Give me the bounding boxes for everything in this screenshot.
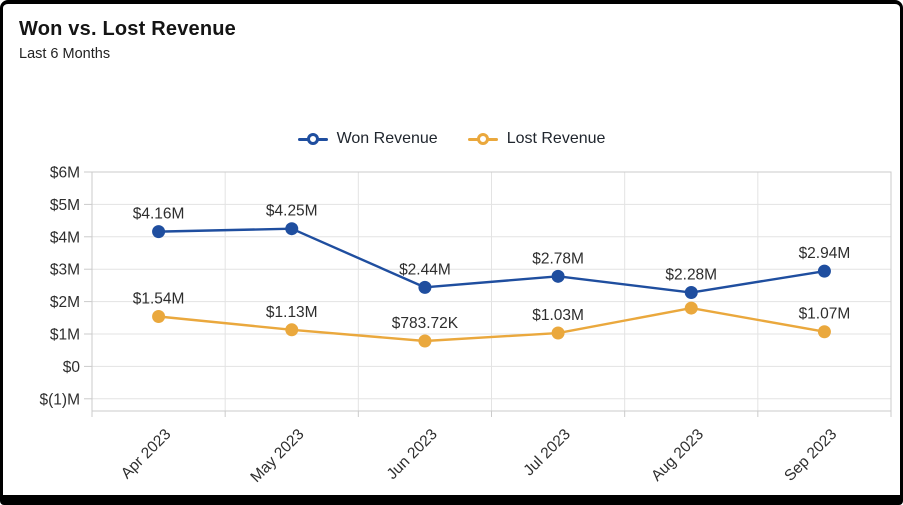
legend-label-lost: Lost Revenue [506,130,606,147]
x-axis-label: Jul 2023 [520,426,573,479]
data-point[interactable] [551,326,565,340]
y-axis-label: $6M [50,165,80,182]
legend-label-won: Won Revenue [336,130,438,147]
y-axis-label: $3M [50,262,80,279]
data-point-label: $1.07M [799,306,851,323]
data-point[interactable] [152,310,166,324]
lost-series-marker-icon [467,132,498,146]
series-line [157,227,826,294]
data-point[interactable] [684,286,698,300]
data-point-label: $2.94M [799,245,851,262]
data-point-label: $783.72K [392,315,459,332]
chart-legend: Won Revenue Lost Revenue [3,130,900,148]
x-axis-label: Aug 2023 [648,426,707,485]
y-axis-label: $4M [50,229,80,246]
chart-header: Won vs. Lost Revenue Last 6 Months [3,4,900,64]
data-point-label: $1.54M [133,291,185,308]
x-axis-label: Sep 2023 [781,426,840,485]
data-point[interactable] [551,269,565,283]
x-axis-label: May 2023 [247,426,307,486]
data-point[interactable] [817,264,831,278]
data-point-label: $2.44M [399,261,451,278]
y-axis-label: $0 [63,359,81,376]
data-point[interactable] [817,325,831,339]
y-axis-label: $2M [50,294,80,311]
x-axis-label: Jun 2023 [384,426,441,483]
line-chart-canvas: $6M $5M $4M $3M $2M $1M $0 $(1)M Apr 2023 May 202… [40,165,892,486]
legend-item-won-revenue[interactable]: Won Revenue [297,130,438,148]
data-point[interactable] [418,280,432,294]
data-point-label: $4.16M [133,206,185,223]
data-point-label: $1.13M [266,304,318,321]
page-title: Won vs. Lost Revenue [19,18,237,40]
y-axis-label: $1M [50,327,80,344]
legend-item-lost-revenue[interactable]: Lost Revenue [467,130,606,148]
data-point-label: $4.25M [266,203,318,220]
won-series-marker-icon [297,132,328,146]
series-line [157,306,826,343]
x-axis-label: Apr 2023 [118,426,175,483]
data-point[interactable] [285,323,299,337]
plot-border [91,171,892,412]
data-point[interactable] [285,222,299,236]
data-point-label: $1.03M [532,307,584,324]
data-point[interactable] [418,334,432,348]
page-subtitle: Last 6 Months [19,46,111,62]
data-point-label: $2.28M [665,267,717,284]
data-point-label: $2.78M [532,250,584,267]
data-point[interactable] [152,225,166,239]
data-point[interactable] [684,301,698,315]
y-axis-label: $5M [50,197,80,214]
y-axis-label: $(1)M [40,391,80,408]
